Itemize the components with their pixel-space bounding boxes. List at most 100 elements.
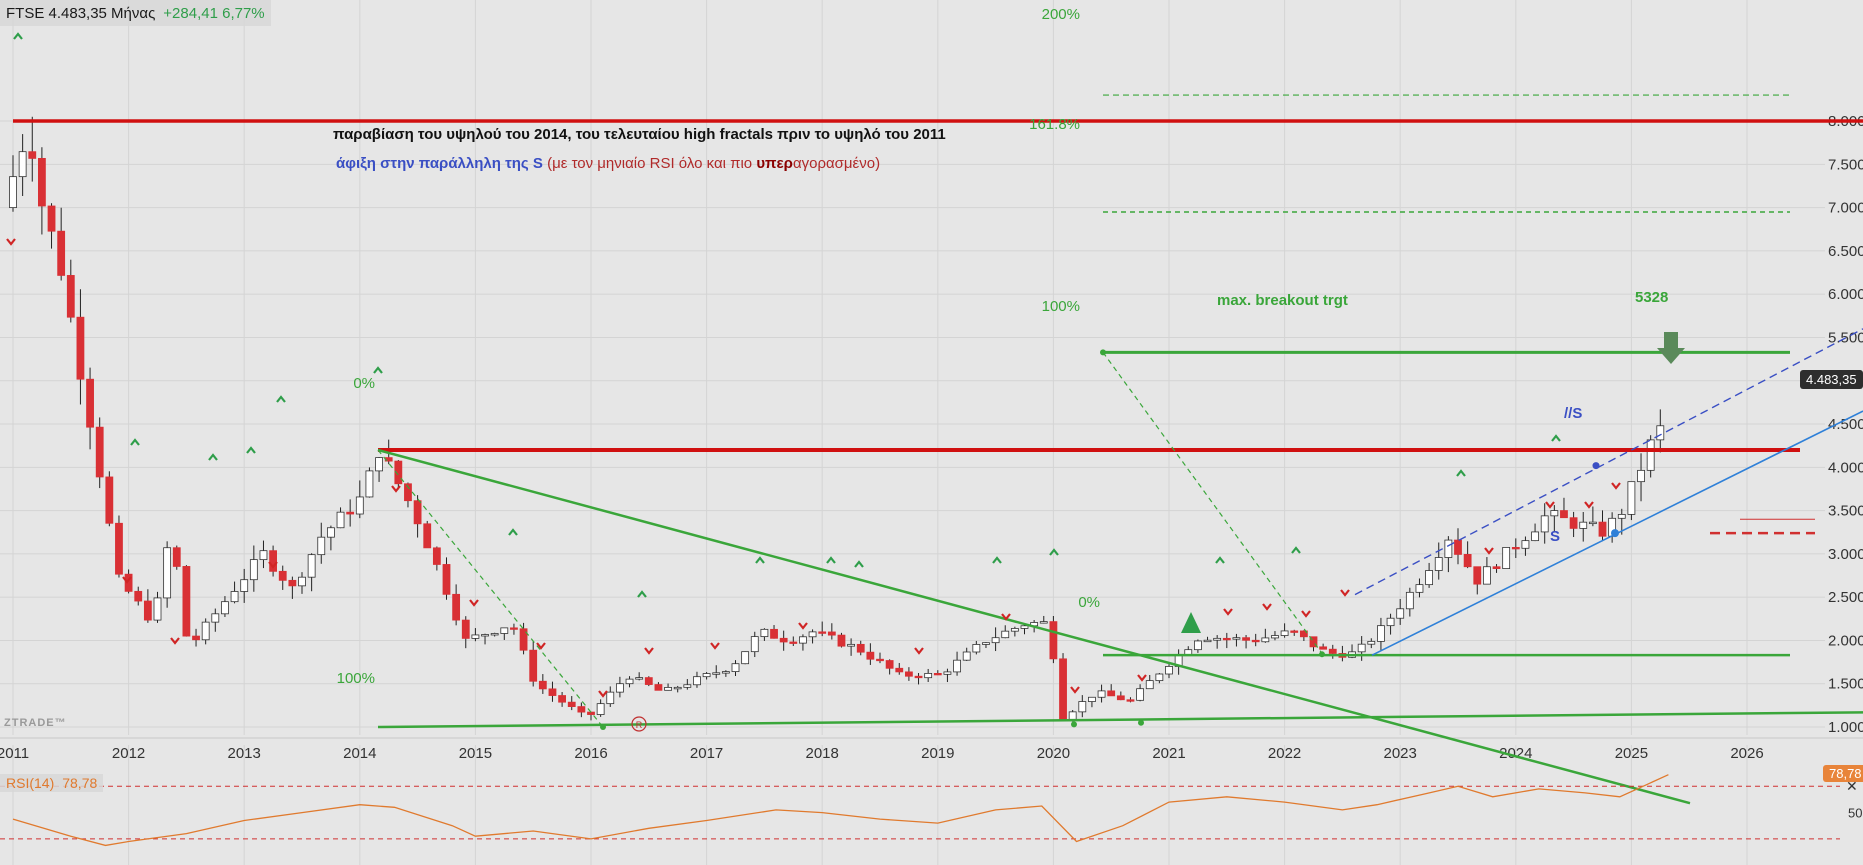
candle <box>1319 643 1328 650</box>
candle-body <box>1088 696 1096 702</box>
current-price-label: 4.483,35 <box>1800 370 1863 389</box>
candle-body <box>1598 521 1607 537</box>
candle <box>673 685 682 693</box>
candle <box>1088 696 1096 708</box>
candle <box>683 679 692 690</box>
x-tick-label: 2017 <box>690 745 723 762</box>
candle-body <box>683 684 692 688</box>
x-tick-label: 2021 <box>1152 745 1185 762</box>
candle-body <box>66 275 75 318</box>
candle-body <box>962 651 971 661</box>
candle <box>298 572 306 594</box>
candle-body <box>519 628 528 651</box>
parallel-point <box>1592 462 1600 470</box>
candle <box>432 546 441 571</box>
candle-body <box>1020 625 1029 629</box>
candle-body <box>221 601 229 615</box>
candle-body <box>9 176 17 209</box>
candle <box>1656 409 1665 453</box>
candle <box>1444 536 1453 573</box>
candle-body <box>953 659 961 673</box>
candle-body <box>1097 690 1106 698</box>
down-arrow-icon <box>1657 332 1685 364</box>
candle-body <box>799 636 807 644</box>
fib-label: 200% <box>1042 6 1080 23</box>
fractal-up-icon <box>13 32 23 40</box>
fib-anchor-point <box>1319 651 1325 658</box>
candle-body <box>991 637 1000 644</box>
candle <box>134 586 143 606</box>
candle-body <box>587 711 595 715</box>
candle-body <box>1001 630 1010 639</box>
fib-label: 100% <box>1042 298 1080 315</box>
y-tick-label: 7.000 <box>1828 200 1863 217</box>
target-value-label: 5328 <box>1635 289 1668 306</box>
candle <box>471 628 480 642</box>
candle <box>606 686 615 707</box>
candle <box>558 692 566 707</box>
candle-body <box>76 316 85 380</box>
candle-body <box>211 613 220 623</box>
candle <box>95 417 104 489</box>
candle <box>442 557 451 600</box>
candle <box>18 134 27 197</box>
candle <box>1001 625 1010 639</box>
candle <box>1357 636 1366 661</box>
candle <box>1155 672 1164 684</box>
candle-body <box>1328 648 1337 654</box>
candle <box>346 499 355 527</box>
candle <box>1078 695 1087 718</box>
candle <box>240 568 249 603</box>
candle <box>201 618 210 645</box>
candle <box>1502 547 1511 569</box>
candle <box>1232 633 1241 647</box>
rsi-legend[interactable]: RSI(14) 78,78 <box>0 774 104 792</box>
candle-body <box>1222 637 1231 641</box>
candle <box>1415 578 1424 598</box>
candle <box>1560 497 1568 519</box>
candle <box>1608 512 1617 543</box>
close-icon[interactable]: ✕ <box>1846 778 1858 794</box>
candle-body <box>577 706 586 713</box>
candle <box>317 522 326 564</box>
candle <box>47 203 56 249</box>
candle-body <box>201 621 210 641</box>
candle <box>115 515 123 578</box>
candle-body <box>1415 584 1424 593</box>
candle-body <box>124 573 133 592</box>
fractal-down-icon <box>798 622 808 630</box>
candle <box>635 672 644 681</box>
fractal-down-icon <box>1545 501 1555 509</box>
candle-body <box>1010 628 1019 632</box>
candle-body <box>500 627 509 634</box>
candle <box>1271 631 1279 641</box>
annotation-line-2-d: αγορασμένο) <box>792 155 881 172</box>
candle <box>538 674 547 694</box>
parallel-channel-s <box>1354 328 1863 596</box>
candle <box>905 667 913 681</box>
candle-body <box>1107 690 1116 697</box>
annotation-line-2: άφιξη στην παράλληλη της S (με τον μηνια… <box>336 155 880 172</box>
x-tick-label: 2019 <box>921 745 954 762</box>
candle-body <box>1299 630 1308 638</box>
candle <box>423 520 432 549</box>
candle <box>1588 506 1597 527</box>
fractal-up-icon <box>208 453 218 461</box>
candle <box>885 659 894 675</box>
candle-body <box>143 600 152 621</box>
candle-body <box>750 636 759 653</box>
fractal-down-icon <box>6 238 16 246</box>
annotation-line-2-a: άφιξη στην παράλληλη της S <box>336 155 543 172</box>
candle <box>1521 536 1530 556</box>
candle <box>230 581 239 604</box>
fractal-down-icon <box>644 647 654 655</box>
candle <box>693 671 701 688</box>
candle <box>1184 646 1193 656</box>
candle-body <box>452 593 461 621</box>
symbol-header: FTSE 4.483,35 Μήνας +284,41 6,77% <box>0 0 271 26</box>
candle-body <box>404 483 412 502</box>
candle-body <box>1165 666 1173 675</box>
fib-anchor-point <box>1071 721 1077 728</box>
candle-body <box>86 378 94 428</box>
